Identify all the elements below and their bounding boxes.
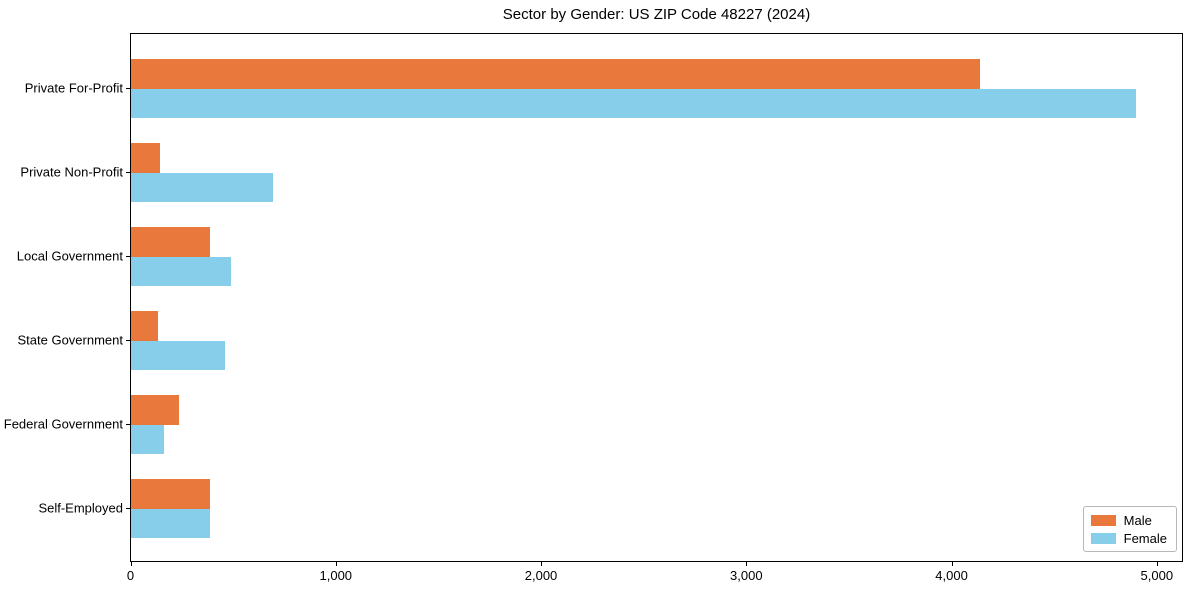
bar-male-private-for-profit [131,59,980,89]
x-tick-mark [746,562,748,566]
y-tick-mark [126,255,131,257]
category-label-federal-government: Federal Government [3,416,123,431]
x-tick-label: 5,000 [1140,568,1174,583]
x-tick-mark [541,562,543,566]
x-tick-label: 3,000 [730,568,763,583]
y-tick-mark [126,87,131,89]
bar-male-federal-government [131,395,180,425]
y-tick-mark [126,423,131,425]
bar-female-self-employed [131,508,210,538]
chart-title: Sector by Gender: US ZIP Code 48227 (202… [502,6,811,23]
y-tick-mark [126,507,131,509]
legend-label-female: Female [1123,530,1167,546]
plot-area: Male Female [130,33,1183,562]
legend-label-male: Male [1123,512,1152,528]
x-tick-mark [130,562,132,566]
bar-male-private-non-profit [131,143,160,173]
bar-male-self-employed [131,479,210,509]
x-tick-label: 0 [126,568,135,583]
legend: Male Female [1082,506,1177,552]
category-label-local-government: Local Government [16,248,123,263]
x-tick-label: 4,000 [935,568,968,583]
bar-female-private-for-profit [131,88,1136,118]
bar-female-federal-government [131,424,164,454]
category-label-private-for-profit: Private For-Profit [24,80,123,95]
legend-swatch-male-icon [1090,514,1116,526]
x-tick-label: 1,000 [319,568,353,583]
x-tick-mark [335,562,337,566]
bar-female-state-government [131,340,226,370]
category-label-state-government: State Government [17,332,124,347]
category-label-self-employed: Self-Employed [38,500,123,515]
y-tick-mark [126,171,131,173]
bar-male-local-government [131,227,210,257]
category-label-private-non-profit: Private Non-Profit [20,164,123,179]
x-tick-mark [951,562,953,566]
legend-item-male: Male [1090,511,1167,529]
x-tick-label: 2,000 [524,568,558,583]
y-tick-mark [126,339,131,341]
x-tick-mark [1156,562,1158,566]
bar-female-local-government [131,256,232,286]
bar-female-private-non-profit [131,172,273,202]
bar-male-state-government [131,311,158,341]
legend-swatch-female-icon [1090,532,1116,544]
legend-item-female: Female [1090,529,1167,547]
